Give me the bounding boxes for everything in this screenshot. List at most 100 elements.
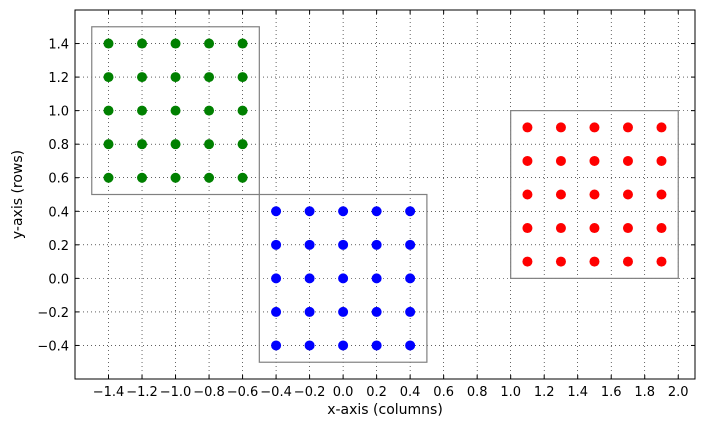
data-point	[137, 72, 148, 83]
data-point	[204, 139, 215, 150]
data-point	[555, 122, 566, 133]
y-tick-label: 0.4	[48, 205, 69, 220]
data-point	[522, 122, 533, 133]
plot-area-frame	[74, 9, 696, 380]
data-point	[405, 206, 416, 217]
data-point	[271, 340, 282, 351]
data-point	[522, 155, 533, 166]
data-point	[405, 239, 416, 250]
x-tick-label: 1.4	[567, 385, 588, 400]
data-point	[555, 223, 566, 234]
y-axis-label: y-axis (rows)	[10, 150, 26, 239]
data-point	[656, 122, 667, 133]
data-point	[271, 306, 282, 317]
x-tick-label: 0.2	[366, 385, 387, 400]
data-point	[304, 206, 315, 217]
data-point	[656, 189, 667, 200]
data-point	[522, 223, 533, 234]
data-point	[170, 105, 181, 116]
data-point	[170, 139, 181, 150]
data-point	[304, 239, 315, 250]
x-tick-label: 0.0	[333, 385, 354, 400]
data-point	[170, 172, 181, 183]
data-point	[371, 340, 382, 351]
x-axis-label: x-axis (columns)	[327, 402, 443, 418]
data-point	[271, 273, 282, 284]
x-tick-label: 1.2	[534, 385, 555, 400]
data-point	[204, 72, 215, 83]
y-tick-label: 0.8	[48, 138, 69, 153]
y-tick-label: −0.4	[37, 339, 69, 354]
data-point	[589, 223, 600, 234]
data-point	[589, 256, 600, 267]
data-point	[622, 122, 633, 133]
data-point	[304, 340, 315, 351]
data-point	[170, 38, 181, 49]
group-box-1	[91, 26, 260, 196]
data-point	[237, 38, 248, 49]
x-tick-label: −1.0	[160, 385, 192, 400]
y-tick-label: 0.2	[48, 239, 69, 254]
data-point	[522, 189, 533, 200]
data-point	[237, 72, 248, 83]
group-boxes	[91, 26, 679, 363]
data-point	[204, 172, 215, 183]
data-point	[170, 72, 181, 83]
data-point	[405, 306, 416, 317]
axis-ticks	[75, 10, 695, 379]
group-box-3	[510, 110, 679, 279]
data-point	[371, 273, 382, 284]
x-tick-label: 0.4	[400, 385, 421, 400]
data-point	[137, 38, 148, 49]
group-box-2	[258, 193, 428, 363]
data-point	[304, 306, 315, 317]
x-tick-label: −0.6	[227, 385, 259, 400]
data-point	[656, 256, 667, 267]
data-point	[338, 206, 349, 217]
data-point	[589, 155, 600, 166]
data-point	[589, 189, 600, 200]
data-point	[589, 122, 600, 133]
data-point	[656, 155, 667, 166]
data-point	[338, 273, 349, 284]
x-tick-label: 1.6	[601, 385, 622, 400]
data-point	[622, 223, 633, 234]
x-tick-label: 1.0	[500, 385, 521, 400]
data-points	[103, 38, 667, 351]
x-tick-label: −1.2	[126, 385, 158, 400]
data-point	[371, 239, 382, 250]
data-point	[137, 172, 148, 183]
x-tick-label: 1.8	[634, 385, 655, 400]
data-point	[103, 172, 114, 183]
data-point	[371, 206, 382, 217]
data-point	[271, 239, 282, 250]
data-point	[237, 139, 248, 150]
data-point	[338, 306, 349, 317]
data-point	[237, 172, 248, 183]
x-tick-label: 0.8	[467, 385, 488, 400]
y-tick-label: 1.4	[48, 38, 69, 53]
data-point	[622, 189, 633, 200]
data-point	[622, 155, 633, 166]
data-point	[103, 72, 114, 83]
data-point	[555, 256, 566, 267]
x-tick-label: −0.2	[294, 385, 326, 400]
data-point	[405, 273, 416, 284]
x-tick-label: −0.8	[193, 385, 225, 400]
data-point	[237, 105, 248, 116]
data-point	[137, 105, 148, 116]
data-point	[622, 256, 633, 267]
tick-labels: −1.4 −1.2 −1.0 −0.8 −0.6 −0.4 −0.2 0.0 0.2 0.4 0.6…	[37, 38, 688, 400]
x-tick-label: −0.4	[260, 385, 292, 400]
y-tick-label: −0.2	[37, 306, 69, 321]
x-tick-label: 0.6	[433, 385, 454, 400]
data-point	[271, 206, 282, 217]
data-point	[522, 256, 533, 267]
data-point	[204, 105, 215, 116]
data-point	[204, 38, 215, 49]
data-point	[405, 340, 416, 351]
data-point	[338, 239, 349, 250]
data-point	[103, 38, 114, 49]
x-tick-label: 2.0	[668, 385, 689, 400]
